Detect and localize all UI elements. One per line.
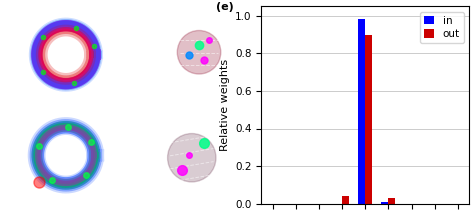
Y-axis label: Relative weights: Relative weights bbox=[219, 59, 229, 151]
Text: (c): (c) bbox=[149, 12, 166, 22]
Bar bbox=[365, 34, 372, 204]
Text: (b): (b) bbox=[21, 113, 39, 123]
Text: (e): (e) bbox=[216, 2, 233, 12]
Text: In: In bbox=[100, 86, 109, 96]
Bar bbox=[382, 202, 388, 204]
Text: (a): (a) bbox=[21, 12, 39, 22]
Bar bbox=[388, 198, 395, 204]
Text: Out: Out bbox=[219, 186, 237, 196]
Bar bbox=[358, 20, 365, 204]
Legend: in, out: in, out bbox=[420, 12, 464, 43]
Circle shape bbox=[177, 30, 221, 74]
Text: In: In bbox=[228, 86, 237, 96]
Circle shape bbox=[168, 134, 216, 182]
Bar bbox=[435, 204, 442, 205]
Text: (d): (d) bbox=[149, 113, 167, 123]
Bar bbox=[342, 196, 349, 204]
Text: Out: Out bbox=[91, 186, 109, 196]
